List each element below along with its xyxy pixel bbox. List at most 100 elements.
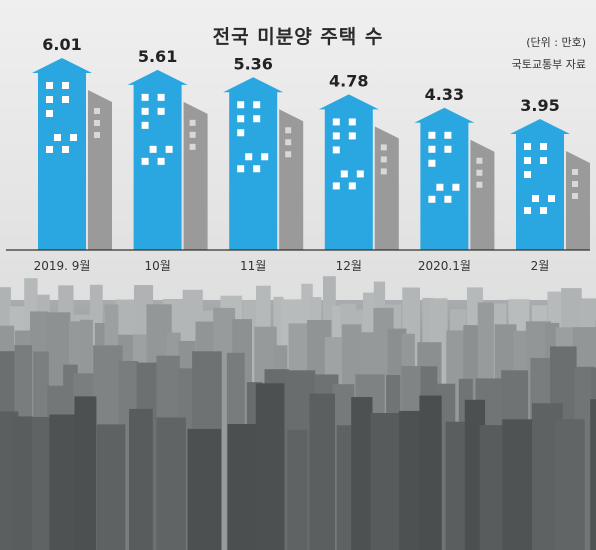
bar-window	[356, 170, 364, 178]
bar-window	[524, 171, 531, 179]
bar-window	[141, 157, 149, 165]
bar-shadow-window	[380, 144, 387, 151]
bar-shadow-window	[285, 127, 292, 134]
bar-body	[324, 108, 373, 250]
bar-shadow-window	[189, 131, 196, 138]
bar-window	[253, 101, 261, 109]
bar-window	[332, 146, 340, 154]
bar-window	[548, 195, 555, 203]
x-tick-label-5: 2월	[531, 259, 550, 273]
x-tick-label-2: 11월	[240, 259, 266, 273]
value-label-4: 4.33	[425, 85, 464, 104]
bar-window	[524, 157, 531, 165]
city-building	[351, 397, 373, 550]
bar-window	[332, 118, 340, 126]
x-tick-label-0: 2019. 9월	[34, 259, 91, 273]
bar-shadow-window	[476, 169, 483, 176]
bar-window	[157, 107, 165, 115]
bar-window	[149, 145, 157, 153]
bar-window	[452, 183, 460, 191]
city-skyline-photo	[0, 276, 596, 550]
bar-3	[318, 94, 399, 250]
bar-window	[436, 183, 444, 191]
bar-shadow	[566, 151, 590, 250]
bar-roof	[318, 94, 379, 110]
bar-window	[62, 146, 69, 153]
city-building	[555, 419, 585, 550]
bar-shadow-window	[476, 157, 483, 164]
bar-shadow	[470, 139, 495, 250]
bar-window	[157, 93, 165, 101]
bar-4	[414, 107, 495, 250]
value-label-0: 6.01	[42, 35, 81, 54]
bar-window	[46, 82, 53, 89]
value-label-5: 3.95	[520, 96, 559, 115]
x-tick-label-3: 12월	[336, 259, 362, 273]
bar-window	[540, 157, 547, 165]
city-building	[502, 419, 535, 550]
bar-window	[245, 153, 253, 161]
bar-body	[516, 133, 564, 250]
bar-window	[261, 153, 269, 161]
bar-shadow-window	[285, 139, 292, 146]
bar-window	[46, 146, 53, 153]
city-building	[129, 408, 153, 550]
bar-window	[428, 131, 436, 139]
city-building	[156, 417, 186, 550]
bar-shadow-window	[94, 132, 100, 138]
unit-label: (단위 : 만호)	[526, 36, 586, 49]
bar-shadow-window	[572, 181, 578, 188]
bar-shadow-window	[94, 120, 100, 126]
bar-shadow-window	[476, 181, 483, 188]
city-building	[590, 399, 596, 550]
bar-0	[32, 58, 112, 250]
bar-window	[141, 93, 149, 101]
city-building	[255, 383, 285, 550]
bar-shadow-window	[380, 168, 387, 175]
x-tick-labels: 2019. 9월 10월 11월 12월 2020.1월 2월	[34, 259, 550, 273]
bar-window	[348, 118, 356, 126]
city-building	[370, 413, 403, 550]
bar-window	[237, 165, 245, 173]
city-building	[309, 393, 335, 550]
bar-window	[444, 195, 452, 203]
x-tick-label-4: 2020.1월	[418, 259, 471, 273]
city-building	[445, 421, 470, 550]
value-labels: 6.01 5.61 5.36 4.78 4.33 3.95	[42, 35, 559, 115]
bar-window	[46, 96, 53, 103]
bar-shadow	[183, 101, 208, 250]
bar-window	[62, 96, 69, 103]
bar-window	[141, 107, 149, 115]
bar-window	[444, 145, 452, 153]
city-building	[187, 428, 222, 550]
bar-shadow-window	[380, 156, 387, 163]
bar-shadow-window	[94, 108, 100, 114]
bar-window	[237, 101, 245, 109]
bar-window	[428, 145, 436, 153]
bar-window	[524, 207, 531, 215]
bar-window	[253, 165, 261, 173]
city-building	[287, 429, 308, 550]
bar-roof	[32, 58, 92, 73]
bar-window	[70, 134, 77, 141]
bar-window	[348, 132, 356, 140]
bar-window	[165, 145, 173, 153]
city-building	[74, 396, 97, 550]
city-building	[419, 395, 442, 550]
x-tick-label-1: 10월	[144, 259, 170, 273]
bar-body	[420, 121, 469, 250]
bar-shadow-window	[572, 193, 578, 200]
bar-series	[32, 58, 590, 250]
bar-window	[428, 159, 436, 167]
bar-window	[444, 131, 452, 139]
bar-window	[340, 170, 348, 178]
bar-window	[237, 129, 245, 137]
bar-window	[524, 143, 531, 151]
bar-shadow-window	[572, 169, 578, 176]
bar-window	[540, 207, 547, 215]
bar-window	[46, 110, 53, 117]
bar-window	[332, 182, 340, 190]
bar-window	[54, 134, 61, 141]
city-building	[479, 425, 505, 550]
